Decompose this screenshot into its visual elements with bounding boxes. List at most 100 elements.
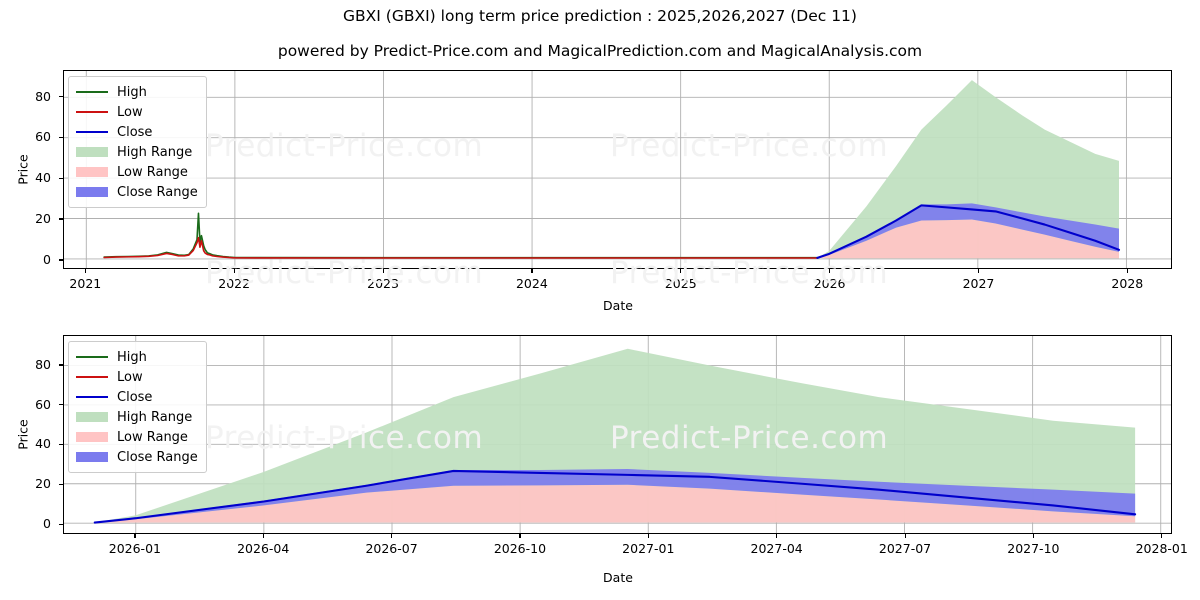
top-chart-plot bbox=[64, 71, 1171, 268]
bottom-ytick-mark-0 bbox=[59, 523, 63, 525]
page-subtitle: powered by Predict-Price.com and Magical… bbox=[277, 42, 923, 60]
legend-label: Low Range bbox=[117, 164, 188, 180]
series-line-close bbox=[93, 469, 1137, 524]
legend-line-swatch-low-icon bbox=[75, 370, 109, 384]
legend-line-swatch-high-icon bbox=[75, 85, 109, 99]
bottom-ytick-label-0: 0 bbox=[43, 516, 51, 532]
legend-label: Close Range bbox=[117, 184, 198, 200]
top-xtick-mark-2 bbox=[382, 269, 384, 273]
legend-item-close[interactable]: Close bbox=[75, 387, 198, 407]
legend-item-high[interactable]: High bbox=[75, 347, 198, 367]
bottom-ytick-mark-3 bbox=[59, 404, 63, 406]
legend-item-low-range[interactable]: Low Range bbox=[75, 427, 198, 447]
top-ytick-label-2: 40 bbox=[35, 170, 51, 186]
top-xtick-label-3: 2024 bbox=[515, 276, 548, 291]
top-xtick-mark-6 bbox=[977, 269, 980, 273]
bottom-xtick-mark-6 bbox=[904, 534, 906, 538]
top-xtick-label-0: 2021 bbox=[69, 276, 102, 291]
top-xtick-label-2: 2023 bbox=[367, 276, 399, 291]
bottom-chart-axes bbox=[63, 335, 1172, 534]
bottom-ytick-mark-4 bbox=[59, 364, 63, 366]
top-ytick-mark-0 bbox=[59, 259, 63, 261]
bottom-xtick-label-8: 2028-01 bbox=[1135, 541, 1188, 556]
legend-item-high[interactable]: High bbox=[75, 82, 198, 102]
legend-patch-swatch-high-range-icon bbox=[75, 145, 109, 159]
top-xtick-label-6: 2027 bbox=[962, 276, 995, 291]
legend-item-close-range[interactable]: Close Range bbox=[75, 447, 198, 467]
legend-item-close-range[interactable]: Close Range bbox=[75, 182, 198, 202]
bottom-chart-plot bbox=[64, 336, 1171, 533]
legend-item-high-range[interactable]: High Range bbox=[75, 407, 198, 427]
legend-label: Close bbox=[117, 389, 153, 405]
series-line-low bbox=[103, 236, 819, 259]
top-ytick-mark-4 bbox=[59, 96, 63, 98]
legend-patch-swatch-low-range-icon bbox=[75, 165, 109, 179]
legend-line-swatch-close-icon bbox=[75, 125, 109, 139]
bottom-chart-ylabel: Price bbox=[15, 419, 31, 450]
legend-label: Low bbox=[117, 369, 143, 385]
legend-label: High bbox=[117, 349, 147, 365]
bottom-xtick-mark-0 bbox=[134, 534, 136, 538]
legend-patch-swatch-close-range-icon bbox=[75, 450, 109, 464]
bottom-xtick-label-0: 2026-01 bbox=[108, 541, 161, 556]
legend-item-low[interactable]: Low bbox=[75, 367, 198, 387]
bottom-chart-xlabel: Date bbox=[603, 570, 633, 585]
top-xtick-mark-4 bbox=[680, 269, 682, 273]
legend-item-close[interactable]: Close bbox=[75, 122, 198, 142]
legend-patch-swatch-low-range-icon bbox=[75, 430, 109, 444]
top-xtick-label-4: 2025 bbox=[664, 276, 697, 291]
band-high-range bbox=[94, 348, 1136, 523]
bottom-xtick-label-6: 2027-07 bbox=[878, 541, 932, 556]
bottom-ytick-mark-2 bbox=[59, 443, 63, 446]
bottom-ytick-label-2: 40 bbox=[35, 436, 51, 452]
legend-item-high-range[interactable]: High Range bbox=[75, 142, 198, 162]
bottom-xtick-mark-3 bbox=[519, 534, 521, 538]
bottom-xtick-label-5: 2027-04 bbox=[750, 541, 803, 556]
bottom-xtick-label-3: 2026-10 bbox=[493, 541, 547, 556]
series-line-close bbox=[816, 204, 1121, 259]
bottom-xtick-label-4: 2027-01 bbox=[622, 541, 675, 556]
bottom-chart-legend: High Low Close High Range Low Range Close Ran… bbox=[68, 341, 207, 473]
band-low-range bbox=[94, 484, 1136, 523]
bottom-xtick-mark-1 bbox=[262, 534, 264, 538]
bottom-xtick-label-2: 2026-07 bbox=[365, 541, 418, 556]
bottom-xtick-label-1: 2026-04 bbox=[237, 541, 290, 556]
bottom-ytick-label-1: 20 bbox=[35, 476, 51, 492]
top-ytick-label-1: 20 bbox=[35, 210, 51, 226]
bottom-ytick-label-4: 80 bbox=[35, 356, 51, 372]
top-chart-xlabel: Date bbox=[603, 298, 633, 313]
legend-label: High bbox=[117, 84, 147, 100]
top-xtick-label-1: 2022 bbox=[218, 276, 251, 291]
legend-label: Close bbox=[117, 124, 153, 140]
bottom-xtick-mark-7 bbox=[1032, 534, 1035, 538]
top-ytick-mark-2 bbox=[59, 177, 63, 179]
top-xtick-mark-5 bbox=[829, 269, 831, 273]
band-close-range bbox=[94, 468, 1136, 523]
legend-patch-swatch-close-range-icon bbox=[75, 185, 109, 199]
band-close-range bbox=[817, 203, 1119, 258]
legend-label: High Range bbox=[117, 144, 193, 160]
bottom-xtick-mark-2 bbox=[391, 534, 393, 538]
bottom-xtick-label-7: 2027-10 bbox=[1007, 541, 1060, 556]
band-low-range bbox=[817, 219, 1119, 259]
bottom-ytick-mark-1 bbox=[59, 483, 63, 485]
series-line-high bbox=[103, 212, 819, 259]
legend-item-low[interactable]: Low bbox=[75, 102, 198, 122]
top-chart-legend: High Low Close High Range Low Range Close Ran… bbox=[68, 76, 207, 208]
legend-label: Low Range bbox=[117, 429, 188, 445]
top-xtick-mark-7 bbox=[1126, 269, 1129, 273]
top-ytick-mark-1 bbox=[59, 218, 63, 220]
legend-item-low-range[interactable]: Low Range bbox=[75, 162, 198, 182]
top-chart-axes bbox=[63, 70, 1172, 269]
legend-label: Close Range bbox=[117, 449, 198, 465]
bottom-xtick-mark-4 bbox=[647, 534, 649, 538]
bottom-xtick-mark-8 bbox=[1161, 534, 1163, 538]
legend-line-swatch-high-icon bbox=[75, 350, 109, 364]
bottom-ytick-label-3: 60 bbox=[35, 396, 51, 412]
legend-label: High Range bbox=[117, 409, 193, 425]
top-xtick-mark-0 bbox=[84, 269, 87, 273]
legend-line-swatch-low-icon bbox=[75, 105, 109, 119]
legend-patch-swatch-high-range-icon bbox=[75, 410, 109, 424]
top-xtick-label-7: 2028 bbox=[1111, 276, 1144, 291]
